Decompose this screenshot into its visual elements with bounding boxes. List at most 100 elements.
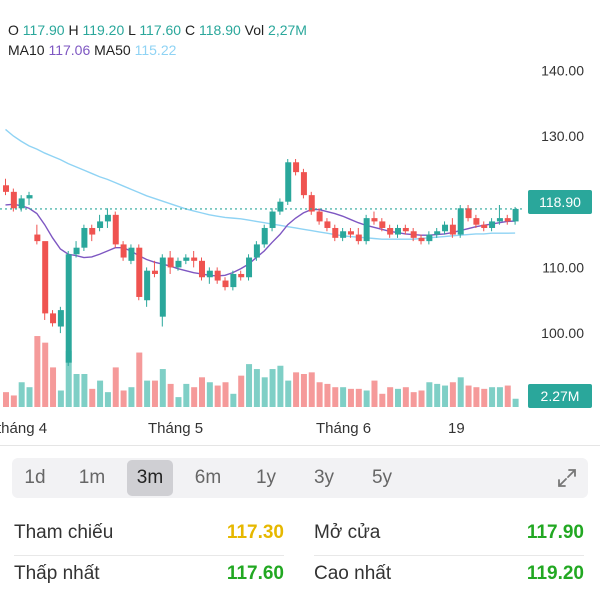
candle-body	[26, 195, 33, 199]
candle-body	[269, 211, 276, 228]
candle-body	[42, 241, 49, 314]
volume-bar	[363, 390, 370, 407]
volume-bar	[489, 387, 496, 407]
volume-bar	[120, 390, 127, 407]
volume-bar	[57, 390, 64, 407]
range-6m-button[interactable]: 6m	[194, 467, 222, 488]
candle-body	[89, 227, 96, 235]
candle-body	[73, 247, 80, 255]
current-price-tag: 118.90	[528, 190, 592, 214]
candle-body	[65, 254, 72, 363]
volume-bar	[104, 392, 111, 407]
x-label-19: 19	[448, 420, 465, 437]
candle-body	[496, 218, 503, 222]
price-tick-label: 100.00	[541, 325, 584, 341]
volume-bar	[449, 382, 456, 407]
candle-body	[183, 257, 190, 261]
high-price-label: Cao nhất	[314, 563, 392, 584]
volume-bar	[144, 380, 151, 407]
volume-bar	[112, 367, 119, 407]
current-volume-tag: 2.27M	[528, 384, 592, 408]
volume-value: 2,27M	[268, 22, 307, 38]
volume-bar	[465, 385, 472, 407]
volume-bar	[65, 350, 72, 407]
candle-body	[128, 247, 135, 261]
high-label: H	[68, 22, 79, 38]
row-divider	[314, 555, 584, 556]
candlesticks	[3, 158, 519, 366]
candle-body	[434, 231, 441, 235]
row-divider	[14, 555, 284, 556]
candle-body	[418, 237, 425, 242]
candle-body	[199, 260, 205, 278]
x-label-april: tháng 4	[0, 420, 48, 437]
expand-icon[interactable]	[556, 467, 578, 489]
range-5y-button[interactable]: 5y	[371, 467, 393, 488]
reference-price-value: 117.30	[226, 522, 284, 543]
price-tick-label: 140.00	[541, 62, 584, 78]
candle-body	[442, 224, 449, 232]
reference-price-row: Tham chiếu 117.30	[14, 522, 284, 544]
range-1d-button[interactable]: 1d	[24, 467, 46, 488]
candle-body	[230, 273, 237, 288]
candle-body	[246, 257, 253, 278]
range-3m-button[interactable]: 3m	[127, 460, 173, 496]
candle-body	[81, 227, 88, 248]
candle-body	[395, 227, 401, 235]
volume-bar	[340, 387, 347, 407]
open-price-row: Mở cửa 117.90	[314, 522, 584, 544]
volume-bar	[238, 375, 245, 407]
divider	[0, 445, 600, 446]
volume-bar	[136, 352, 143, 407]
candle-body	[97, 221, 104, 228]
range-3y-button[interactable]: 3y	[313, 467, 335, 488]
candle-body	[449, 224, 456, 235]
x-label-may: Tháng 5	[148, 420, 204, 437]
volume-bar	[269, 369, 276, 407]
volume-bar	[512, 398, 519, 407]
volume-bar	[324, 383, 331, 407]
candle-body	[410, 231, 417, 238]
candle-body	[316, 211, 323, 222]
volume-bar	[308, 372, 315, 407]
close-label: C	[184, 22, 196, 38]
volume-bar	[230, 393, 237, 407]
ma50-value: 115.22	[134, 42, 177, 58]
volume-bar	[214, 385, 221, 407]
candle-body	[151, 270, 158, 274]
low-price-row: Thấp nhất 117.60	[14, 563, 284, 585]
candle-body	[402, 227, 409, 232]
volume-bar	[128, 387, 135, 407]
volume-bar	[175, 397, 182, 407]
ma50-line	[5, 128, 516, 240]
open-price-label: Mở cửa	[314, 522, 381, 543]
candle-body	[144, 270, 151, 301]
candle-body	[347, 231, 354, 235]
candle-body	[57, 310, 64, 327]
volume-bar	[418, 390, 425, 407]
volume-bar	[97, 380, 104, 407]
volume-bar	[300, 374, 307, 407]
candle-body	[371, 218, 378, 222]
volume-bar	[457, 377, 464, 407]
volume-bar	[371, 380, 378, 407]
volume-bar	[426, 382, 433, 407]
ma10-label: MA10	[8, 42, 45, 58]
candle-body	[159, 257, 166, 317]
candle-body	[332, 227, 339, 238]
candle-body	[18, 198, 25, 209]
volume-label: Vol	[244, 22, 265, 38]
candle-body	[34, 234, 41, 242]
price-tick-label: 110.00	[542, 259, 584, 275]
range-1m-button[interactable]: 1m	[78, 467, 106, 488]
volume-bar	[504, 385, 511, 407]
candle-body	[285, 162, 292, 202]
volume-bar	[10, 395, 17, 407]
volume-bar	[253, 369, 260, 407]
candle-body	[504, 218, 511, 222]
range-1y-button[interactable]: 1y	[255, 467, 277, 488]
volume-bar	[473, 387, 480, 407]
volume-bar	[89, 388, 96, 407]
candle-body	[167, 257, 174, 268]
